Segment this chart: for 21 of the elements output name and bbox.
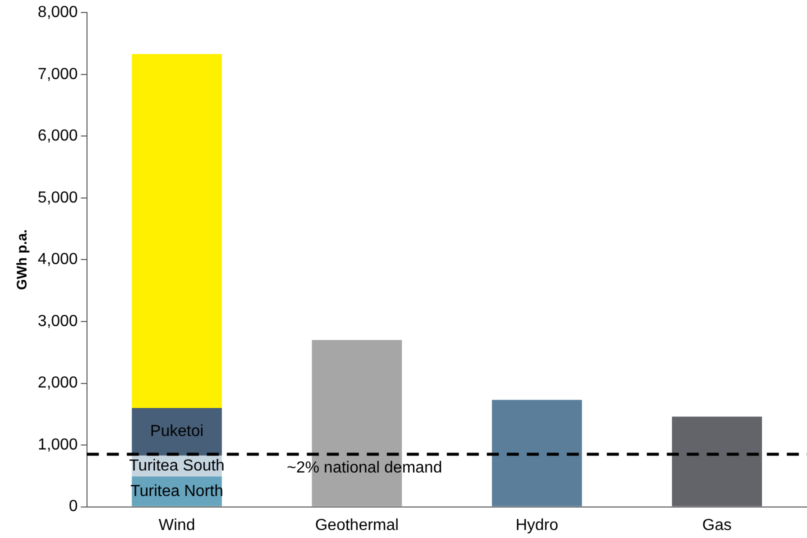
y-tick-label: 0 <box>68 498 78 516</box>
bar <box>672 416 762 506</box>
y-tick-label: 4,000 <box>38 251 78 268</box>
y-tick-label: 7,000 <box>38 66 78 83</box>
y-tick-label: 8,000 <box>38 4 78 22</box>
series-label: Puketoi <box>150 423 204 440</box>
y-tick-label: 5,000 <box>38 189 78 206</box>
series-label: Turitea South <box>129 457 225 474</box>
x-tick-label: Hydro <box>516 516 558 534</box>
x-tick-label: Wind <box>158 516 196 534</box>
y-tick-label: 3,000 <box>38 312 78 330</box>
y-tick-label: 6,000 <box>38 128 78 145</box>
bar <box>132 54 222 408</box>
y-axis-title: GWh p.a. <box>13 229 30 290</box>
bar <box>132 408 222 456</box>
y-tick-label: 1,000 <box>38 436 78 454</box>
y-tick-label: 2,000 <box>38 374 78 392</box>
x-tick-label: Geothermal <box>315 516 399 534</box>
bar <box>492 400 582 506</box>
x-tick-label: Gas <box>702 516 732 534</box>
ref-line-label: ~2% national demand <box>286 460 442 477</box>
